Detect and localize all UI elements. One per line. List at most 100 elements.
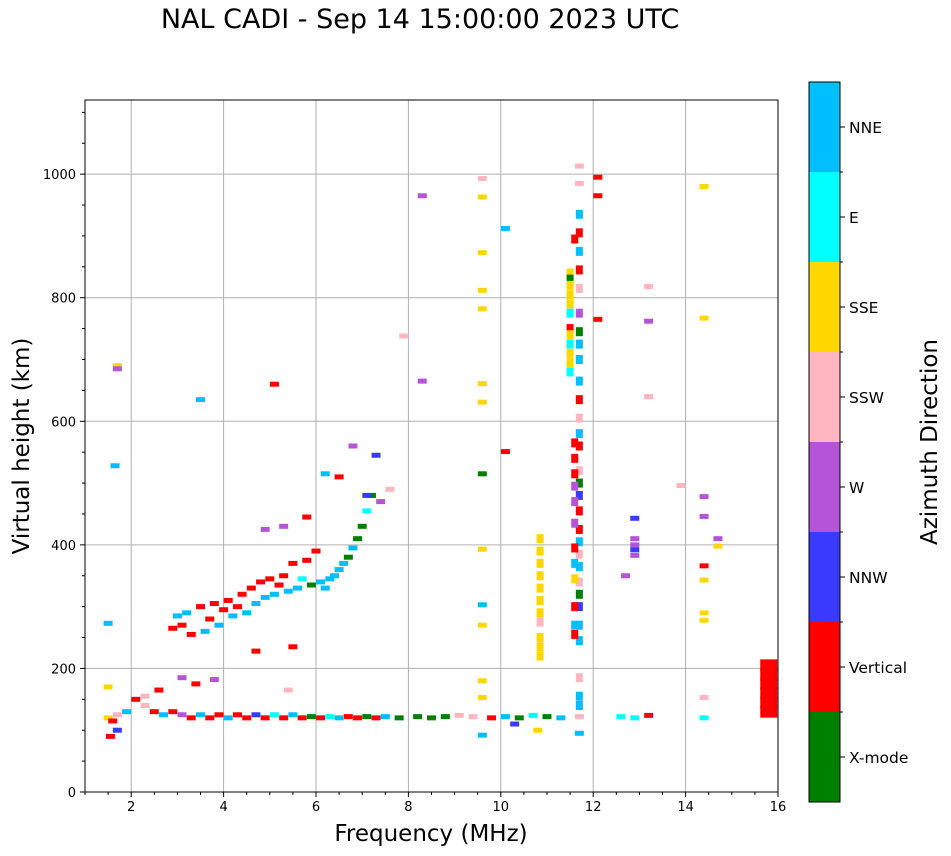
echo-point <box>566 299 574 309</box>
echo-point <box>630 515 640 521</box>
echo-point <box>571 620 579 630</box>
echo-point <box>571 574 579 584</box>
echo-point <box>575 441 583 451</box>
x-axis-label: Frequency (MHz) <box>334 821 527 847</box>
echo-point <box>575 429 583 439</box>
echo-point <box>112 363 122 369</box>
echo-point <box>575 395 583 405</box>
echo-point <box>214 622 224 628</box>
echo-point <box>182 610 192 616</box>
echo-point <box>533 727 543 733</box>
echo-point <box>269 712 279 718</box>
colorbar-segment <box>809 532 840 622</box>
echo-point <box>334 474 344 480</box>
echo-point <box>105 733 115 739</box>
echo-point <box>571 543 579 553</box>
echo-point <box>427 715 436 721</box>
echo-point <box>536 642 544 652</box>
echo-point <box>536 558 544 568</box>
echo-point <box>348 545 358 551</box>
echo-point <box>644 318 654 324</box>
echo-point <box>293 585 303 591</box>
echo-point <box>500 714 510 720</box>
echo-point <box>196 397 205 403</box>
echo-point <box>269 591 279 597</box>
echo-point <box>228 613 238 619</box>
echo-point <box>320 471 330 477</box>
echo-point <box>477 732 487 738</box>
colorbar-tick-label: Vertical <box>849 659 907 677</box>
echo-point <box>477 694 487 700</box>
echo-point <box>575 308 583 318</box>
echo-point <box>575 327 583 337</box>
echo-point <box>536 571 544 581</box>
x-tick-label: 6 <box>312 800 320 815</box>
echo-point <box>196 712 205 718</box>
echo-point <box>575 376 583 386</box>
echo-point <box>566 348 574 358</box>
echo-point <box>571 602 579 612</box>
echo-point <box>334 715 344 721</box>
colorbar-segment <box>809 352 840 442</box>
echo-point <box>575 283 583 293</box>
echo-point <box>288 644 298 650</box>
echo-point <box>149 709 159 715</box>
echo-point <box>343 714 353 720</box>
colorbar-tick-label: SSE <box>849 299 878 317</box>
echo-point <box>316 715 326 721</box>
echo-point <box>528 712 538 718</box>
echo-point <box>477 546 487 552</box>
echo-point <box>477 602 487 608</box>
echo-point <box>575 549 583 559</box>
echo-point <box>279 523 289 529</box>
echo-point <box>297 576 307 582</box>
echo-point <box>110 463 120 469</box>
echo-point <box>575 620 583 630</box>
echo-point <box>154 687 164 693</box>
echo-point <box>630 715 640 721</box>
echo-point <box>242 610 252 616</box>
echo-point <box>440 714 450 720</box>
colorbar-tick-label: E <box>849 209 859 227</box>
echo-point <box>556 715 566 721</box>
echo-point <box>621 573 631 579</box>
echo-point <box>477 250 487 256</box>
echo-point <box>566 339 574 349</box>
echo-point <box>760 668 778 681</box>
echo-point <box>168 709 178 715</box>
echo-point <box>760 696 778 709</box>
echo-point <box>575 537 583 547</box>
echo-point <box>571 453 579 463</box>
echo-point <box>279 715 289 721</box>
echo-point <box>676 483 686 489</box>
echo-point <box>487 715 497 721</box>
echo-point <box>500 226 510 232</box>
echo-point <box>316 579 326 585</box>
echo-point <box>112 727 122 733</box>
y-tick-label: 200 <box>51 662 76 677</box>
echo-point <box>575 602 583 612</box>
echo-point <box>209 601 219 607</box>
echo-point <box>454 712 464 718</box>
echo-point <box>699 315 709 321</box>
echo-point <box>699 184 709 189</box>
echo-point <box>566 290 574 300</box>
echo-point <box>477 194 487 200</box>
x-tick-label: 12 <box>585 800 602 815</box>
grid-layer <box>85 100 779 792</box>
echo-point <box>571 558 579 568</box>
echo-point <box>108 718 118 724</box>
echo-point <box>209 677 219 683</box>
echo-point <box>196 604 205 610</box>
echo-point <box>205 715 215 721</box>
echo-point <box>477 399 487 405</box>
x-tick-label: 8 <box>404 800 412 815</box>
colorbar: X-mode Vertical NNW W SSW SSE E NNE <box>808 81 908 803</box>
echo-point <box>251 648 261 654</box>
echo-point <box>468 714 478 720</box>
echo-point <box>616 714 626 720</box>
echo-point <box>214 712 224 718</box>
echo-point <box>362 714 372 720</box>
echo-point <box>103 684 113 690</box>
